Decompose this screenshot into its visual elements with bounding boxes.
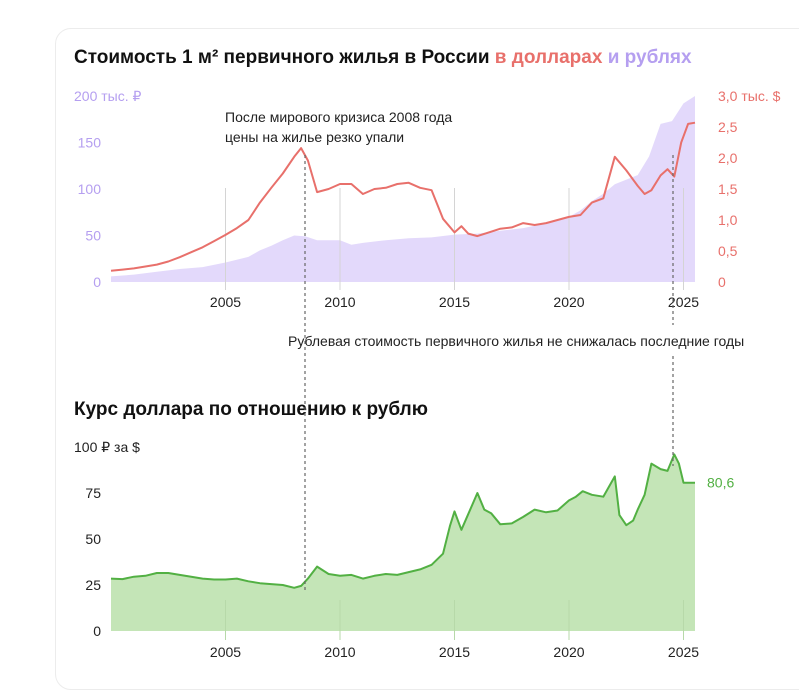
housing-left-tick: 50 [85,228,101,244]
housing-x-tick: 2025 [668,294,699,310]
housing-right-axis-label: 3,0 тыс. $ [718,88,781,104]
fx-end-label: 80,6 [707,475,734,491]
fx-y-tick: 50 [85,531,101,547]
housing-title-usd: в долларах [494,47,603,68]
housing-right-tick: 2,0 [718,150,738,166]
usd-price-line [110,121,696,272]
housing-x-tick: 2015 [439,294,470,310]
fx-y-tick: 25 [85,577,101,593]
housing-chart-title: Стоимость 1 м² первичного жилья в России… [74,47,692,69]
fx-chart-title: Курс доллара по отношению к рублю [74,399,428,420]
housing-left-tick: 150 [78,135,102,151]
fx-x-tick: 2020 [553,644,584,660]
fx-x-tick: 2010 [324,644,355,660]
fx-axis-label: 100 ₽ за $ [74,439,140,455]
rub-price-area [111,96,695,282]
annotation-crisis-line1: После мирового кризиса 2008 года [225,109,452,125]
housing-right-tick: 0 [718,274,726,290]
housing-right-tick: 1,0 [718,212,738,228]
fx-x-tick: 2025 [668,644,699,660]
housing-x-tick: 2020 [553,294,584,310]
housing-right-tick: 2,5 [718,119,738,135]
housing-x-tick: 2005 [210,294,241,310]
housing-title-and: и [607,47,620,68]
annotation-crisis-line2: цены на жилье резко упали [225,129,404,145]
housing-left-axis-label: 200 тыс. ₽ [74,88,142,104]
fx-rate-line [110,453,695,589]
fx-x-tick: 2015 [439,644,470,660]
fx-x-tick: 2005 [210,644,241,660]
housing-right-tick: 1,5 [718,181,738,197]
fx-y-tick: 75 [85,485,101,501]
charts-svg: 2005 2010 2015 2020 2025 200 тыс. ₽ 0 50 100 150 3… [74,88,781,660]
fx-y-tick: 0 [93,623,101,639]
fx-rate-area [111,454,695,631]
housing-left-tick: 0 [93,274,101,290]
housing-left-tick: 100 [78,181,102,197]
housing-x-tick: 2010 [324,294,355,310]
housing-title-rub: рублях [624,47,692,68]
annotation-rub-price: Рублевая стоимость первичного жилья не с… [288,333,744,349]
housing-right-tick: 0,5 [718,243,738,259]
housing-title-main: Стоимость 1 м² первичного жилья в России [74,47,490,68]
